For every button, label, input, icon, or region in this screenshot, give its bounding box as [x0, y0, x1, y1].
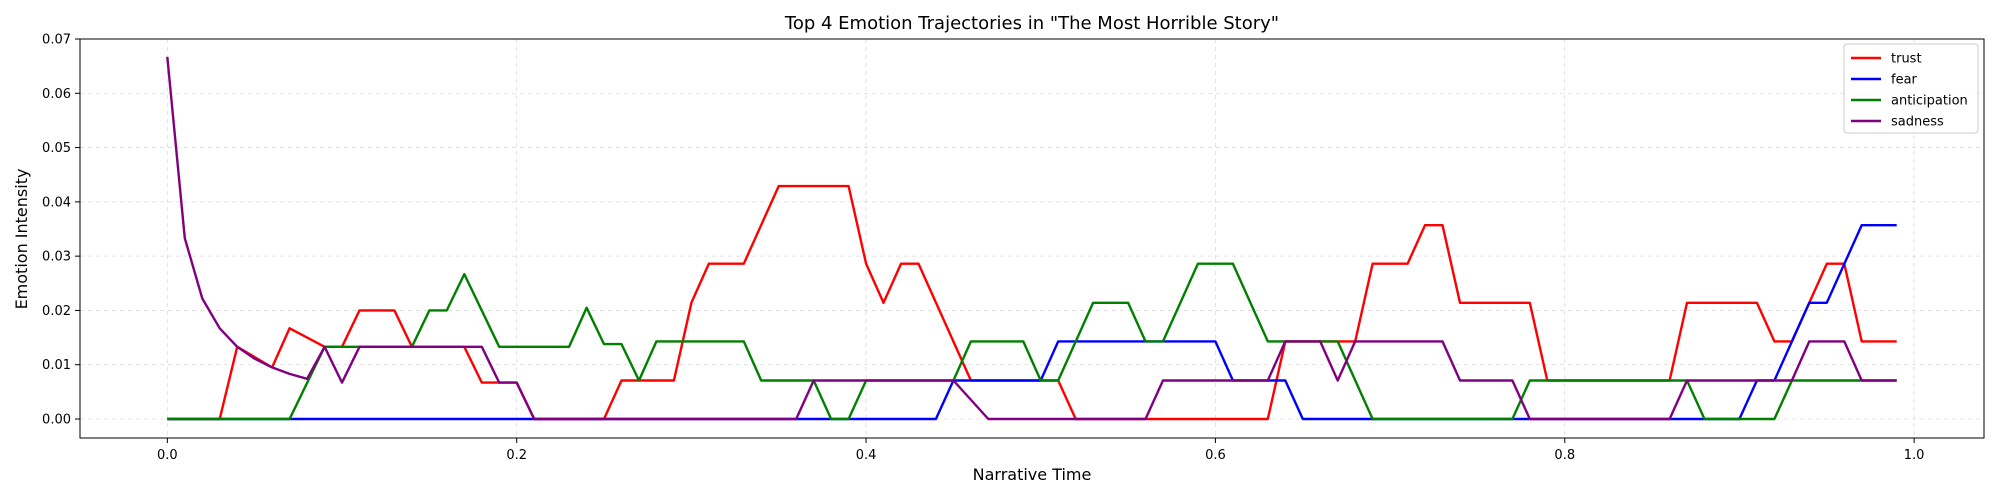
y-tick-label: 0.00: [42, 413, 71, 428]
x-tick-label: 0.4: [856, 448, 877, 463]
y-tick-label: 0.07: [42, 33, 71, 48]
y-tick-label: 0.04: [42, 195, 71, 210]
x-axis: 0.0 0.2 0.4 0.6 0.8 1.0: [157, 438, 1924, 463]
x-tick-label: 1.0: [1904, 448, 1925, 463]
legend: trust fear anticipation sadness: [1843, 43, 1979, 134]
legend-box: [1843, 43, 1979, 134]
x-tick-label: 0.8: [1554, 448, 1575, 463]
y-tick-label: 0.01: [42, 358, 71, 373]
series-line-sadness: [166, 56, 1897, 421]
series-line-anticipation: [167, 262, 1897, 421]
y-tick-label: 0.02: [42, 304, 71, 319]
y-axis-label: Emotion Intensity: [12, 169, 31, 310]
series-line-fear: [167, 223, 1897, 421]
y-axis: 0.00 0.01 0.02 0.03 0.04 0.05 0.06 0.07: [42, 33, 80, 428]
series-layer: [166, 56, 1897, 421]
plot-frame: [79, 38, 1985, 439]
y-tick-label: 0.05: [42, 141, 71, 156]
legend-label-fear: fear: [1891, 73, 1918, 88]
y-tick-label: 0.06: [42, 87, 71, 102]
legend-label-trust: trust: [1891, 52, 1922, 67]
y-tick-label: 0.03: [42, 250, 71, 265]
x-axis-label: Narrative Time: [973, 465, 1092, 484]
x-tick-label: 0.0: [157, 448, 178, 463]
x-tick-label: 0.2: [506, 448, 527, 463]
x-tick-label: 0.6: [1205, 448, 1226, 463]
legend-label-sadness: sadness: [1891, 115, 1944, 130]
legend-label-anticipation: anticipation: [1891, 94, 1968, 109]
chart-title: Top 4 Emotion Trajectories in "The Most …: [784, 13, 1279, 34]
